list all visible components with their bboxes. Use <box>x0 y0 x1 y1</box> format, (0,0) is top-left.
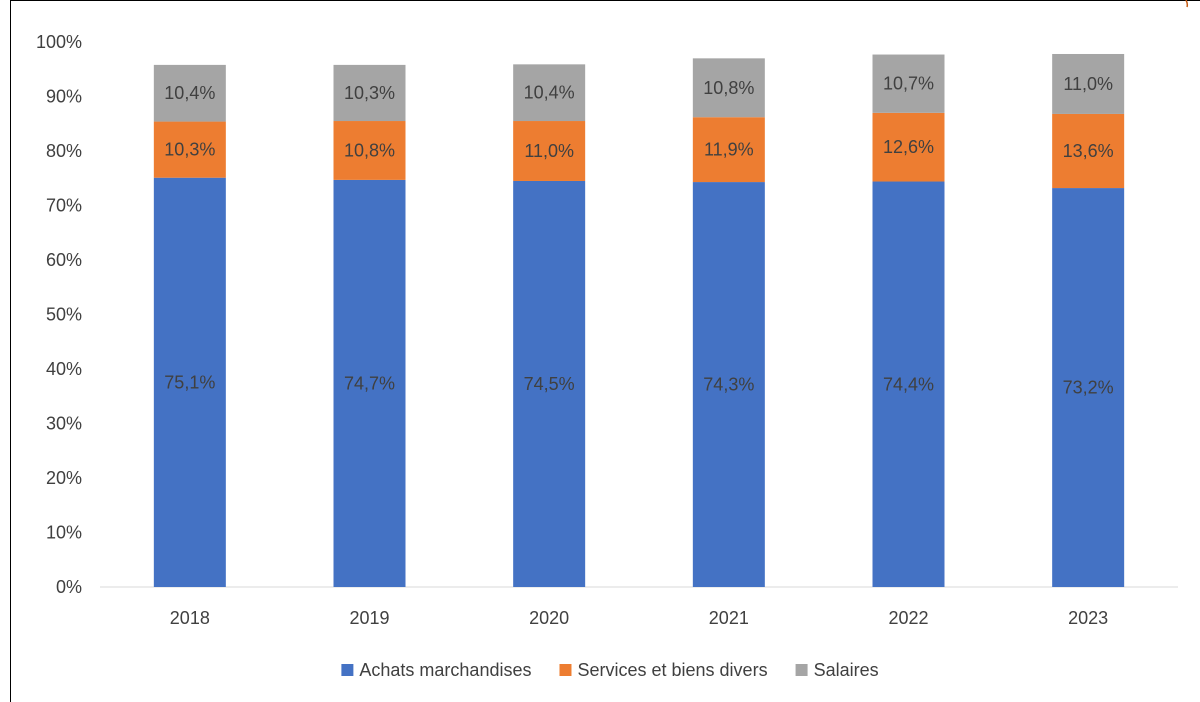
data-label: 10,7% <box>883 74 934 94</box>
legend-label: Salaires <box>814 660 879 680</box>
bar-segment <box>513 121 586 181</box>
bar-segment <box>513 180 586 587</box>
data-label: 10,4% <box>524 83 575 103</box>
data-label: 74,4% <box>883 374 934 394</box>
data-label: 13,6% <box>1063 141 1114 161</box>
legend-swatch <box>559 664 572 676</box>
data-label: 74,3% <box>703 375 754 395</box>
bar-segment <box>872 181 945 587</box>
data-label: 10,4% <box>164 83 215 103</box>
corner-mark <box>1185 0 1189 8</box>
x-tick-label: 2023 <box>1068 608 1108 628</box>
x-tick-label: 2020 <box>529 608 569 628</box>
y-tick-label: 90% <box>46 87 82 107</box>
x-axis: 2018 2019 2020 2021 2022 2023 <box>100 586 1178 628</box>
data-label: 10,3% <box>344 83 395 103</box>
x-tick-label: 2019 <box>349 608 389 628</box>
bar-segment <box>153 177 226 587</box>
chart-frame <box>10 0 1200 702</box>
y-tick-label: 60% <box>46 250 82 270</box>
x-tick-label: 2018 <box>170 608 210 628</box>
y-tick-label: 100% <box>36 32 82 52</box>
y-tick-label: 40% <box>46 359 82 379</box>
y-tick-label: 0% <box>56 577 82 597</box>
bar-segment <box>872 112 945 182</box>
bar-segment <box>692 117 765 183</box>
data-label: 11,9% <box>704 140 754 160</box>
bar-segment <box>872 54 945 113</box>
bar-segment <box>692 58 765 118</box>
data-label: 11,0% <box>524 141 574 161</box>
data-label: 10,8% <box>703 78 754 98</box>
legend-swatch <box>795 664 808 676</box>
y-tick-label: 80% <box>46 141 82 161</box>
data-label: 11,0% <box>1063 74 1113 94</box>
x-tick-label: 2021 <box>709 608 749 628</box>
bar-segment <box>333 121 406 180</box>
bars: 75,1% 10,3% 10,4% 74,7% 10,8% 10,3% 74,5% 11,0%… <box>153 53 1125 587</box>
y-tick-label: 20% <box>46 468 82 488</box>
data-label: 74,7% <box>344 373 395 393</box>
bar-segment <box>333 64 406 122</box>
bar-segment <box>1052 188 1125 587</box>
legend: Achats marchandises Services et biens div… <box>341 660 879 680</box>
bar-segment <box>153 64 226 122</box>
data-label: 75,1% <box>164 372 215 392</box>
bar-segment <box>513 64 586 122</box>
bar-segment <box>692 182 765 587</box>
data-label: 10,8% <box>344 140 395 160</box>
bar-segment <box>1052 53 1125 114</box>
y-axis: 0% 10% 20% 30% 40% 50% 60% 70% 80% 90% 100% <box>36 32 82 597</box>
bar-segment <box>333 179 406 587</box>
legend-label: Services et biens divers <box>577 660 767 680</box>
legend-swatch <box>341 664 354 676</box>
y-tick-label: 10% <box>46 523 82 543</box>
bar-segment <box>153 121 226 178</box>
bar-segment <box>1052 113 1125 189</box>
data-label: 73,2% <box>1063 378 1114 398</box>
y-tick-label: 50% <box>46 305 82 325</box>
data-label: 12,6% <box>883 137 934 157</box>
legend-label: Achats marchandises <box>359 660 531 680</box>
data-label: 74,5% <box>524 374 575 394</box>
x-tick-label: 2022 <box>888 608 928 628</box>
y-tick-label: 70% <box>46 196 82 216</box>
data-label: 10,3% <box>164 140 215 160</box>
y-tick-label: 30% <box>46 414 82 434</box>
